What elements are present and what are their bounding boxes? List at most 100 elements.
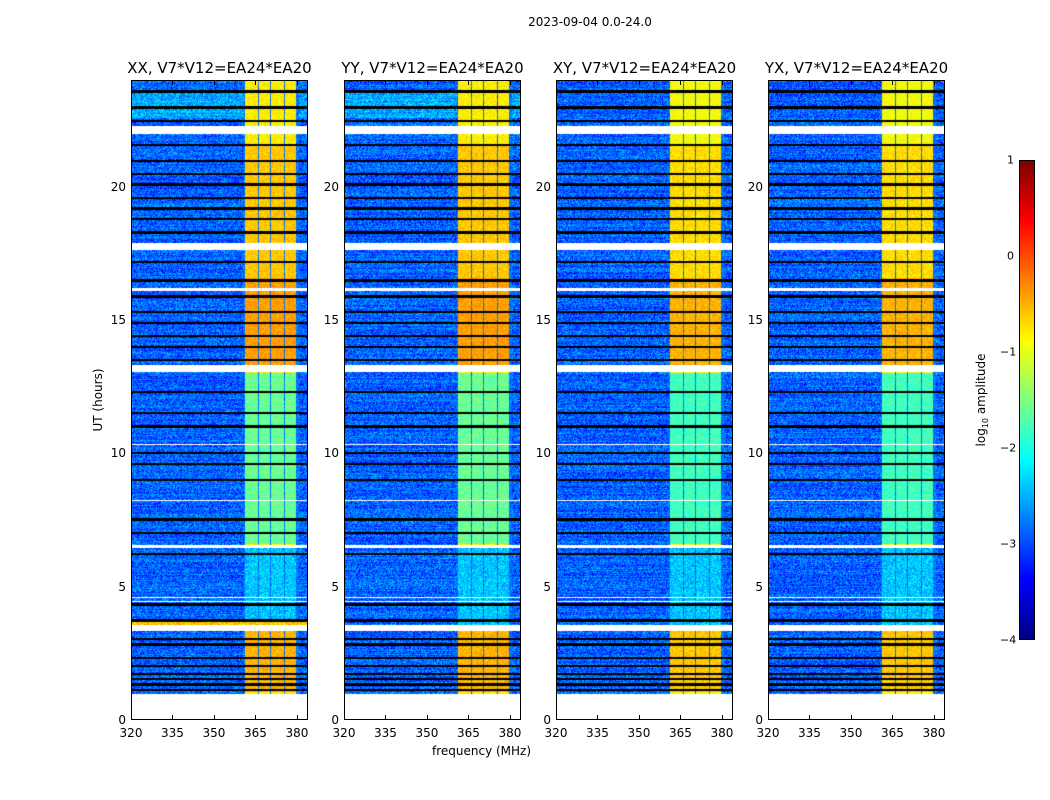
x-tick-mark [597, 81, 599, 85]
x-tick-label: 350 [415, 726, 439, 740]
y-tick-label: 20 [323, 179, 339, 194]
x-tick-label: 335 [798, 726, 821, 740]
x-tick-mark [933, 715, 935, 719]
x-tick-mark [721, 715, 723, 719]
x-tick-label: 335 [586, 726, 609, 740]
y-tick-label: 15 [110, 313, 126, 327]
x-tick-mark [892, 81, 894, 85]
x-tick-mark [131, 715, 132, 719]
y-tick-label: 10 [535, 446, 551, 461]
heatmap-panel-xx [131, 80, 308, 720]
x-tick-mark [850, 81, 852, 85]
x-tick-label: 320 [332, 726, 356, 740]
x-tick-mark [296, 81, 298, 85]
x-tick-mark [468, 715, 470, 719]
y-tick-label: 10 [747, 446, 763, 461]
x-tick-label: 380 [922, 726, 946, 740]
y-tick-label: 5 [118, 579, 126, 594]
x-tick-mark [680, 81, 682, 85]
y-tick-label: 0 [118, 713, 126, 727]
x-tick-label: 380 [285, 726, 309, 740]
x-tick-label: 320 [544, 726, 568, 740]
y-tick-label: 5 [755, 579, 763, 594]
x-tick-label: 320 [756, 726, 780, 740]
x-tick-mark [768, 715, 769, 719]
y-tick-label: 15 [535, 313, 551, 327]
x-tick-mark [638, 81, 640, 85]
y-tick-label: 15 [323, 313, 339, 327]
colorbar-tick-label: 1 [1007, 153, 1014, 167]
y-tick-label: 0 [755, 713, 763, 727]
heatmap-panel-xy [556, 80, 733, 720]
x-tick-label: 365 [244, 726, 267, 740]
colorbar-tick-label: −1 [1000, 345, 1017, 359]
x-tick-mark [768, 81, 769, 85]
y-tick-label: 20 [747, 179, 763, 194]
x-tick-mark [809, 715, 811, 719]
x-axis-label: frequency (MHz) [432, 744, 532, 758]
y-tick-label: 10 [323, 446, 339, 461]
y-axis-label: UT (hours) [91, 368, 105, 432]
x-tick-mark [426, 81, 428, 85]
x-tick-label: 380 [498, 726, 522, 740]
x-tick-mark [255, 81, 257, 85]
x-tick-mark [556, 715, 557, 719]
x-tick-mark [809, 81, 811, 85]
x-tick-mark [213, 81, 215, 85]
x-tick-label: 350 [627, 726, 651, 740]
colorbar-tick-label: −2 [1000, 441, 1017, 455]
y-tick-label: 0 [331, 713, 339, 727]
x-tick-mark [344, 715, 345, 719]
heatmap-xy [557, 81, 732, 719]
y-tick-label: 20 [110, 179, 126, 194]
x-tick-label: 335 [374, 726, 397, 740]
x-tick-label: 365 [881, 726, 904, 740]
x-tick-label: 335 [161, 726, 184, 740]
y-tick-label: 5 [331, 579, 339, 594]
heatmap-yx [769, 81, 944, 719]
panel-title: YY, V7*V12=EA24*EA20 [341, 59, 524, 77]
x-tick-label: 380 [710, 726, 734, 740]
x-tick-mark [721, 81, 723, 85]
x-tick-mark [385, 81, 387, 85]
heatmap-panel-yy [344, 80, 521, 720]
x-tick-mark [556, 81, 557, 85]
x-tick-mark [213, 715, 215, 719]
y-tick-label: 5 [543, 579, 551, 594]
figure-title: 2023-09-04 0.0-24.0 [528, 15, 652, 29]
y-tick-label: 15 [747, 313, 763, 327]
colorbar-label: log10 amplitude [973, 353, 991, 447]
x-tick-mark [597, 715, 599, 719]
x-tick-mark [509, 81, 511, 85]
x-tick-mark [509, 715, 511, 719]
x-tick-label: 320 [119, 726, 143, 740]
panel-title: YX, V7*V12=EA24*EA20 [764, 59, 949, 77]
x-tick-mark [933, 81, 935, 85]
x-tick-label: 350 [202, 726, 226, 740]
panel-title: XX, V7*V12=EA24*EA20 [127, 59, 312, 77]
x-tick-mark [638, 715, 640, 719]
y-tick-label: 0 [543, 713, 551, 727]
x-tick-mark [385, 715, 387, 719]
colorbar-tick-label: 0 [1007, 249, 1014, 263]
x-tick-mark [131, 81, 132, 85]
x-tick-mark [468, 81, 470, 85]
colorbar-tick-label: −4 [1000, 633, 1017, 647]
x-tick-label: 350 [839, 726, 863, 740]
heatmap-yy [345, 81, 520, 719]
x-tick-mark [255, 715, 257, 719]
y-tick-label: 10 [110, 446, 126, 461]
x-tick-mark [296, 715, 298, 719]
x-tick-mark [426, 715, 428, 719]
x-tick-mark [680, 715, 682, 719]
x-tick-label: 365 [669, 726, 692, 740]
x-tick-mark [892, 715, 894, 719]
heatmap-xx [132, 81, 307, 719]
x-tick-label: 365 [457, 726, 480, 740]
x-tick-mark [172, 81, 174, 85]
heatmap-panel-yx [768, 80, 945, 720]
colorbar-tick-label: −3 [1000, 537, 1017, 551]
y-tick-label: 20 [535, 179, 551, 194]
panel-title: XY, V7*V12=EA24*EA20 [552, 59, 737, 77]
x-tick-mark [344, 81, 345, 85]
